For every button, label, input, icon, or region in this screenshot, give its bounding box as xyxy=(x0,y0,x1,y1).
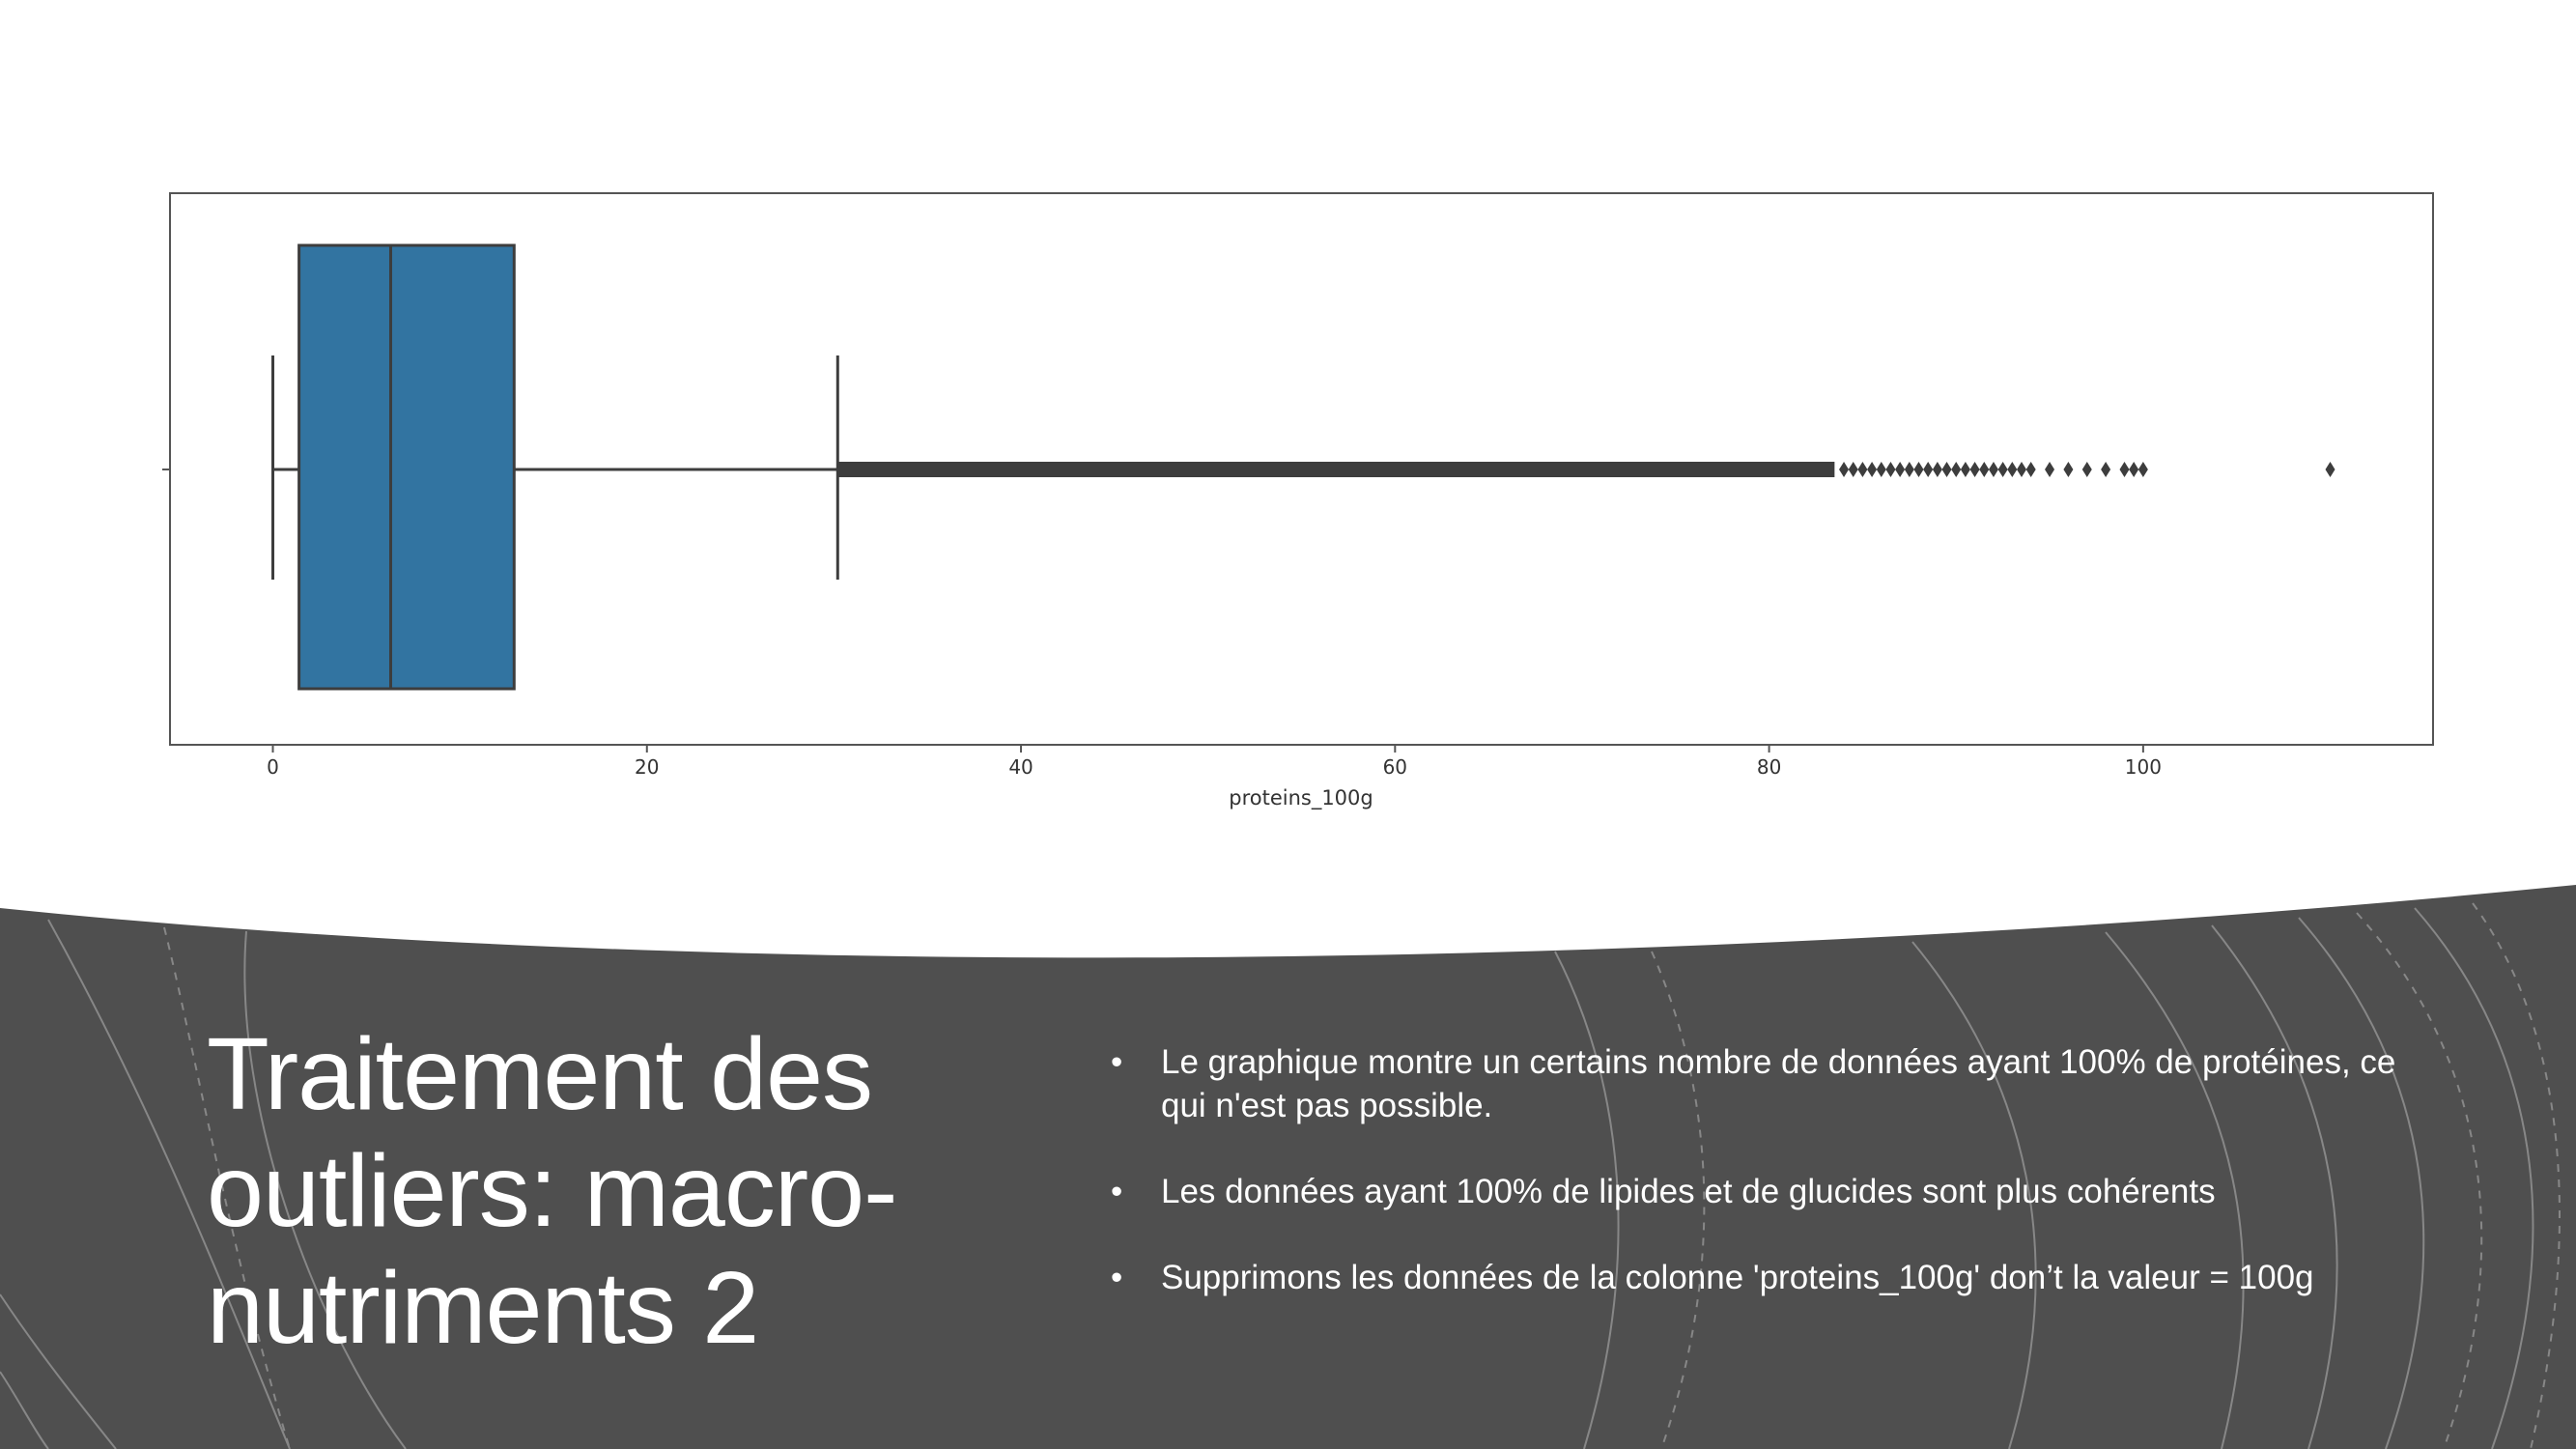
outlier-point xyxy=(2137,462,2148,477)
outlier-point xyxy=(1979,462,1990,477)
x-axis-title: proteins_100g xyxy=(1229,786,1373,810)
outlier-point xyxy=(1904,462,1914,477)
outliers-sparse xyxy=(1839,462,2335,477)
outlier-point xyxy=(2101,462,2111,477)
bullet-item: • Supprimons les données de la colonne '… xyxy=(1111,1256,2444,1299)
title-line: Traitement des xyxy=(207,1017,873,1131)
outlier-point xyxy=(2007,462,2018,477)
bullet-item: • Le graphique montre un certains nombre… xyxy=(1111,1040,2444,1127)
x-axis-ticks: 0 20 40 60 80 100 xyxy=(267,745,2162,779)
x-tick-label: 80 xyxy=(1757,755,1781,779)
boxplot-chart: 0 20 40 60 80 100 proteins_100g xyxy=(162,192,2434,810)
outlier-point xyxy=(1857,462,1868,477)
title-line: nutriments 2 xyxy=(207,1251,759,1365)
dark-band xyxy=(0,885,2576,1449)
title-line: outliers: macro- xyxy=(207,1134,897,1248)
x-tick-label: 60 xyxy=(1383,755,1407,779)
outlier-point xyxy=(2045,462,2055,477)
outlier-point xyxy=(2325,462,2335,477)
outlier-point xyxy=(1876,462,1886,477)
bullet-dot: • xyxy=(1111,1043,1123,1081)
x-tick-label: 100 xyxy=(2125,755,2162,779)
outlier-point xyxy=(1848,462,1858,477)
outlier-point xyxy=(1839,462,1850,477)
decorative-arcs xyxy=(0,902,2561,1449)
outlier-point xyxy=(1867,462,1878,477)
x-tick-label: 40 xyxy=(1008,755,1033,779)
bullet-text: Supprimons les données de la colonne 'pr… xyxy=(1161,1259,2314,1296)
bullet-dot: • xyxy=(1111,1259,1123,1296)
bullet-text: Le graphique montre un certains nombre d… xyxy=(1161,1043,2396,1124)
outlier-point xyxy=(1913,462,1924,477)
outlier-point xyxy=(1885,462,1896,477)
outlier-point xyxy=(1988,462,1998,477)
bullet-text: Les données ayant 100% de lipides et de … xyxy=(1161,1173,2216,1210)
bullet-item: • Les données ayant 100% de lipides et d… xyxy=(1111,1170,2444,1213)
outlier-point xyxy=(1895,462,1906,477)
x-tick-label: 0 xyxy=(267,755,279,779)
outlier-point xyxy=(1951,462,1962,477)
outlier-point xyxy=(2063,462,2074,477)
outlier-point xyxy=(2017,462,2026,477)
outlier-point xyxy=(1997,462,2008,477)
box-series xyxy=(271,243,2335,691)
x-tick-label: 20 xyxy=(635,755,659,779)
outlier-point xyxy=(2081,462,2092,477)
iqr-box xyxy=(297,243,516,691)
outliers-dense xyxy=(837,462,1835,477)
slide-title: Traitement des outliers: macro- nutrimen… xyxy=(207,1016,1095,1367)
outlier-point xyxy=(2129,462,2139,477)
outlier-point xyxy=(2025,462,2036,477)
bullet-list: • Le graphique montre un certains nombre… xyxy=(1111,1040,2444,1342)
bullet-dot: • xyxy=(1111,1173,1123,1210)
outlier-point xyxy=(1960,462,1970,477)
outlier-point xyxy=(2119,462,2130,477)
outlier-point xyxy=(1969,462,1980,477)
outlier-point xyxy=(1923,462,1934,477)
outlier-point xyxy=(1941,462,1952,477)
outlier-point xyxy=(1932,462,1942,477)
